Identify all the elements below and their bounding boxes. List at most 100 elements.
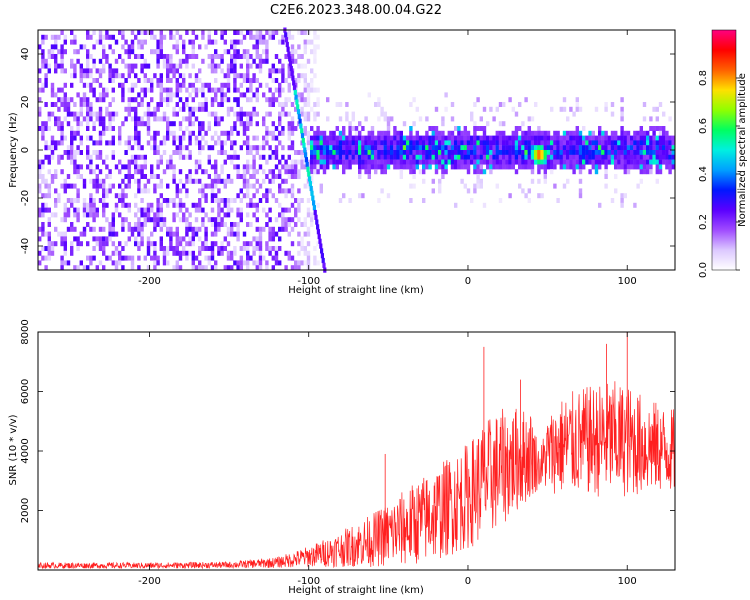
spectrogram-cell — [73, 207, 77, 213]
spectrogram-cell — [57, 140, 61, 146]
spectrogram-cell — [70, 58, 74, 64]
spectrogram-cell — [76, 49, 80, 55]
spectrogram-cell — [262, 34, 266, 40]
spectrogram-cell — [124, 183, 128, 189]
spectrogram-cell — [134, 97, 138, 103]
spectrogram-cell — [332, 159, 336, 165]
spectrogram-cell — [198, 130, 202, 136]
spectrogram-cell — [316, 159, 320, 165]
spectrogram-cell — [169, 97, 173, 103]
spectrogram-cell — [114, 193, 119, 199]
spectrogram-cell — [335, 164, 339, 170]
spectrogram-cell — [118, 241, 122, 247]
spectrogram-cell — [102, 202, 106, 208]
spectrogram-cell — [623, 159, 627, 165]
spectrogram-cell — [86, 202, 90, 208]
spectrogram-cell — [438, 135, 442, 141]
spectrogram-cell — [98, 226, 103, 232]
spectrogram-cell — [98, 135, 103, 141]
spectrogram-cell — [252, 78, 256, 83]
spectrogram-cell — [383, 154, 387, 160]
spectrogram-cell — [102, 68, 106, 74]
spectrogram-cell — [207, 154, 211, 160]
spectrogram-cell — [233, 246, 237, 251]
spectrogram-cell — [575, 102, 579, 107]
spectrogram-cell — [127, 207, 131, 213]
spectrogram-cell — [383, 150, 387, 155]
spectrogram-cell — [396, 135, 400, 141]
spectrogram-cell — [137, 226, 141, 232]
spectrogram-cell — [633, 145, 637, 151]
spectrogram-cell — [233, 78, 237, 83]
spectrogram-cell — [207, 39, 211, 45]
spectrogram-cell — [47, 222, 51, 227]
spectrogram-cell — [217, 54, 221, 59]
spectrogram-cell — [54, 68, 58, 74]
spectrogram-cell — [537, 193, 541, 199]
spectrogram-cell — [649, 159, 653, 165]
spectrogram-cell — [473, 145, 477, 151]
spectrogram-cell — [242, 34, 247, 40]
spectrogram-cell — [60, 231, 64, 237]
spectrogram-cell — [358, 150, 362, 155]
spectrogram-cell — [118, 255, 122, 261]
spectrogram-cell — [489, 154, 493, 160]
spectrogram-cell — [386, 121, 391, 127]
spectrogram-cell — [559, 150, 563, 155]
spectrogram-cell — [450, 130, 455, 136]
spectrogram-cell — [121, 97, 125, 103]
spectrogram-cell — [191, 236, 195, 242]
spectrogram-cell — [137, 116, 141, 122]
spectrogram-cell — [460, 159, 464, 165]
spectrogram-cell — [239, 260, 243, 266]
spectrogram-cell — [82, 178, 87, 184]
spectrogram-cell — [223, 198, 227, 203]
spectrogram-cell — [492, 150, 496, 155]
spectrogram-cell — [198, 202, 202, 208]
spectrogram-cell — [390, 145, 394, 151]
spectrogram-cell — [655, 169, 659, 175]
spectrogram-cell — [70, 39, 74, 45]
spectrogram-cell — [271, 226, 275, 232]
spectrogram-cell — [271, 130, 275, 136]
spectrogram-cell — [239, 30, 243, 35]
spectrogram-cell — [54, 44, 58, 50]
spectrogram-cell — [258, 246, 263, 251]
spectrogram-cell — [124, 49, 128, 55]
spectrogram-cell — [50, 49, 55, 55]
spectrogram-cell — [95, 116, 99, 122]
spectrogram-cell — [409, 145, 413, 151]
spectrogram-cell — [316, 145, 320, 151]
spectrogram-cell — [300, 54, 304, 59]
spectrogram-cell — [102, 126, 106, 131]
spectrogram-cell — [319, 130, 323, 136]
spectrogram-cell — [287, 87, 291, 93]
spectrogram-cell — [258, 30, 263, 35]
spectrogram-cell — [246, 135, 250, 141]
spectrogram-cell — [271, 174, 275, 179]
spectrogram-cell — [255, 63, 259, 69]
spectrogram-cell — [473, 188, 477, 194]
spectrogram-cell — [255, 92, 259, 98]
spectrogram-cell — [479, 169, 483, 175]
streak-cell — [316, 224, 320, 230]
spectrogram-cell — [268, 97, 272, 103]
spectrogram-cell — [601, 154, 605, 160]
spectrogram-cell — [345, 140, 349, 146]
spectrogram-cell — [130, 87, 135, 93]
spectrogram-cell — [274, 30, 279, 35]
spectrogram-cell — [233, 154, 237, 160]
spectrogram-cell — [76, 265, 80, 271]
spectrogram-cell — [316, 202, 320, 208]
spectrogram-cell — [82, 212, 87, 218]
spectrogram-cell — [178, 241, 183, 247]
spectrogram-cell — [412, 97, 416, 103]
spectrogram-cell — [566, 178, 570, 184]
spectrogram-cell — [655, 106, 659, 112]
spectrogram-cell — [252, 250, 256, 256]
spectrogram-cell — [313, 30, 317, 35]
spectrogram-cell — [598, 140, 602, 146]
spectrogram-cell — [207, 217, 211, 223]
spectrogram-cell — [143, 188, 147, 194]
spectrogram-cell — [169, 164, 173, 170]
